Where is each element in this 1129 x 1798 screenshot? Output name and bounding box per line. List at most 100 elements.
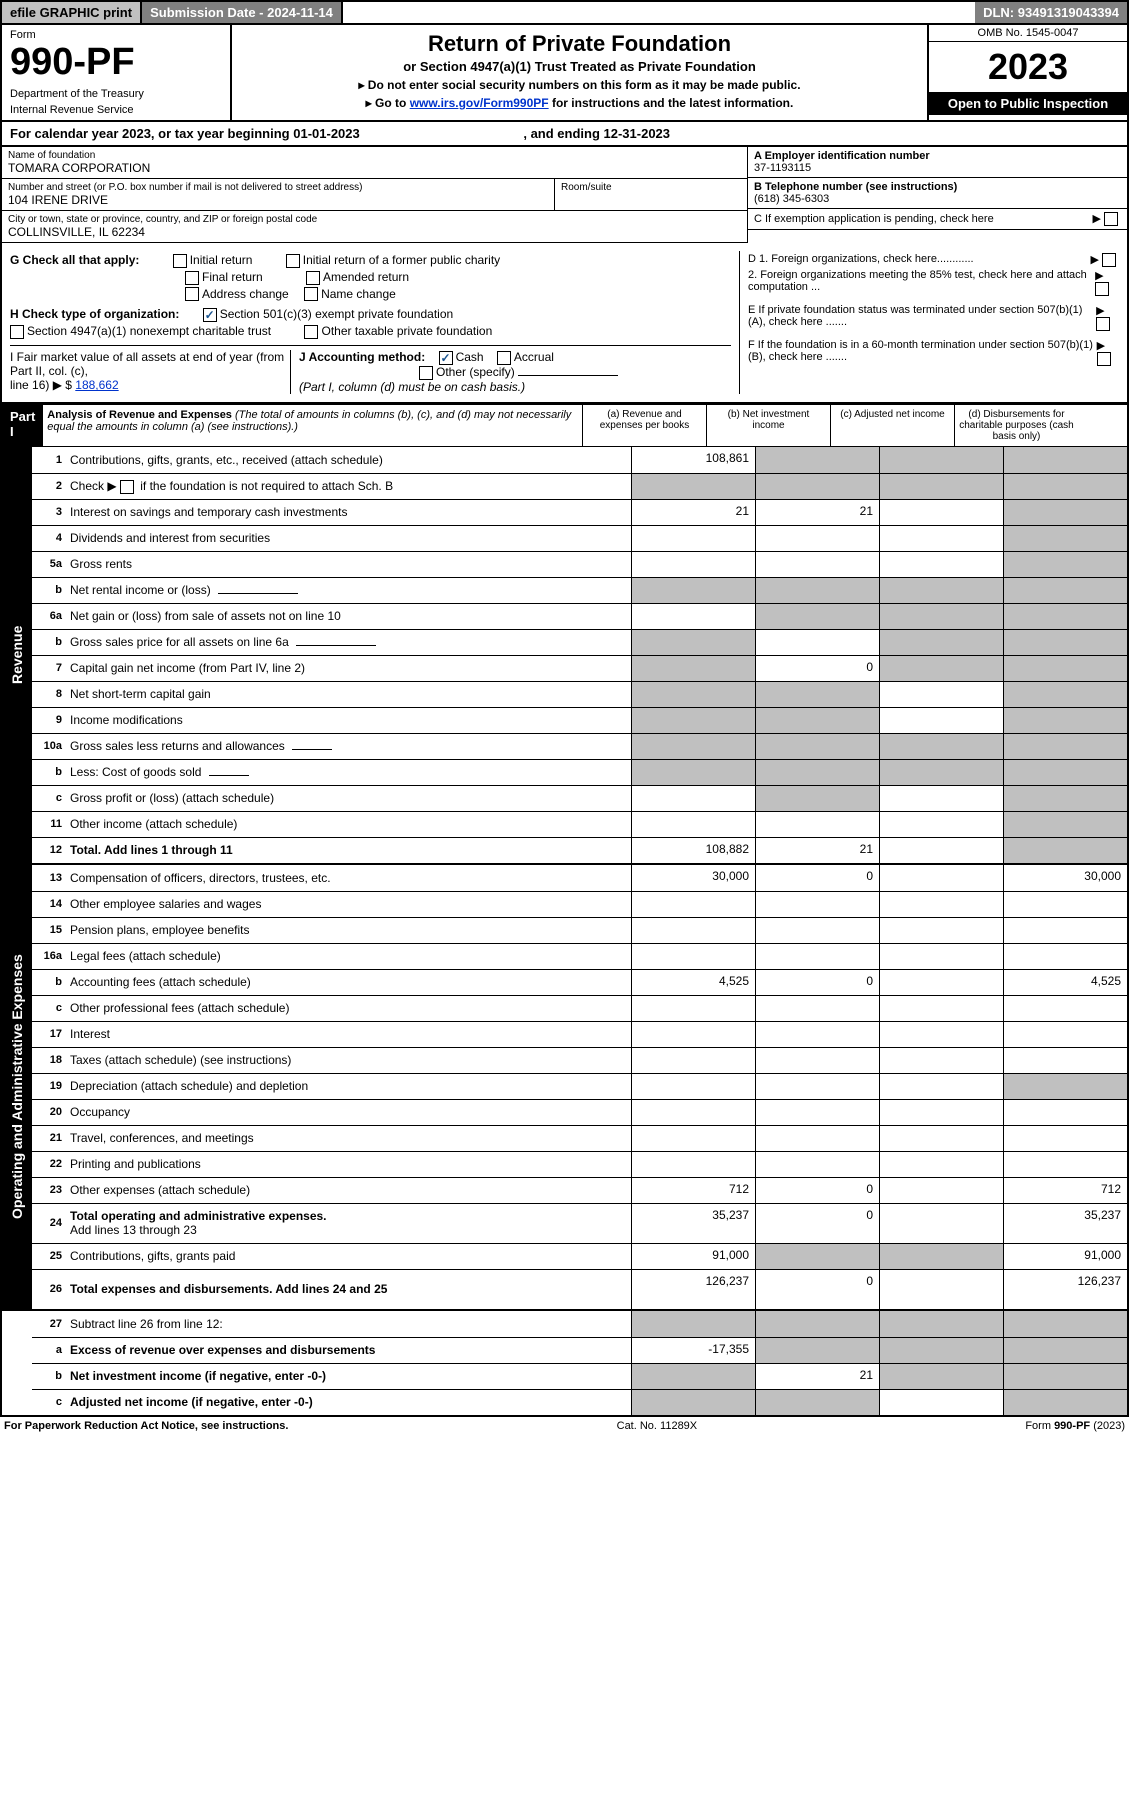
row-23: Other expenses (attach schedule)	[68, 1181, 631, 1199]
row-25: Contributions, gifts, grants paid	[68, 1247, 631, 1265]
e-terminated: E If private foundation status was termi…	[748, 304, 1096, 331]
row-27a: Excess of revenue over expenses and disb…	[68, 1341, 631, 1359]
efile-button[interactable]: efile GRAPHIC print	[2, 2, 142, 23]
row-9: Income modifications	[68, 711, 631, 729]
r23-b: 0	[755, 1178, 879, 1203]
d2-foreign85: 2. Foreign organizations meeting the 85%…	[748, 269, 1095, 296]
addr-label: Number and street (or P.O. box number if…	[8, 182, 548, 193]
note-link: ▸ Go to www.irs.gov/Form990PF for instru…	[238, 96, 921, 110]
dept-irs: Internal Revenue Service	[10, 104, 222, 116]
i-fmv-label: I Fair market value of all assets at end…	[10, 350, 284, 378]
i-fmv-value[interactable]: 188,662	[75, 378, 118, 392]
r23-a: 712	[631, 1178, 755, 1203]
e-checkbox[interactable]	[1096, 317, 1110, 331]
top-bar: efile GRAPHIC print Submission Date - 20…	[0, 0, 1129, 25]
row-13: Compensation of officers, directors, tru…	[68, 869, 631, 887]
d1-checkbox[interactable]	[1102, 253, 1116, 267]
r12-a: 108,882	[631, 838, 755, 863]
row-22: Printing and publications	[68, 1155, 631, 1173]
row-6a: Net gain or (loss) from sale of assets n…	[68, 607, 631, 625]
j-note: (Part I, column (d) must be on cash basi…	[299, 380, 525, 394]
note-ssn: ▸ Do not enter social security numbers o…	[238, 78, 921, 92]
form-label: Form	[10, 29, 222, 41]
footer: For Paperwork Reduction Act Notice, see …	[0, 1417, 1129, 1435]
header-right: OMB No. 1545-0047 2023 Open to Public In…	[927, 25, 1127, 120]
r16b-b: 0	[755, 970, 879, 995]
revenue-side-label: Revenue	[2, 447, 32, 863]
f-checkbox[interactable]	[1097, 352, 1111, 366]
city: COLLINSVILLE, IL 62234	[8, 225, 741, 239]
g-name-checkbox[interactable]	[304, 287, 318, 301]
telephone: (618) 345-6303	[754, 193, 1121, 205]
row-1: Contributions, gifts, grants, etc., rece…	[68, 451, 631, 469]
g-amended-checkbox[interactable]	[306, 271, 320, 285]
footer-right: Form 990-PF (2023)	[1025, 1420, 1125, 1432]
col-c-header: (c) Adjusted net income	[830, 405, 954, 446]
r2-checkbox[interactable]	[120, 480, 134, 494]
omb-number: OMB No. 1545-0047	[929, 25, 1127, 42]
r3-a: 21	[631, 500, 755, 525]
identity-grid: Name of foundation TOMARA CORPORATION Nu…	[0, 147, 1129, 243]
row-18: Taxes (attach schedule) (see instruction…	[68, 1051, 631, 1069]
r16b-d: 4,525	[1003, 970, 1127, 995]
j-other-checkbox[interactable]	[419, 366, 433, 380]
c-checkbox[interactable]	[1104, 212, 1118, 226]
c-exemption: C If exemption application is pending, c…	[754, 213, 994, 225]
part1-label: Part I	[2, 405, 43, 446]
h-4947-checkbox[interactable]	[10, 325, 24, 339]
part1-header: Part I Analysis of Revenue and Expenses …	[0, 403, 1129, 447]
r13-d: 30,000	[1003, 865, 1127, 891]
header-left: Form 990-PF Department of the Treasury I…	[2, 25, 232, 120]
j-cash-checkbox[interactable]	[439, 351, 453, 365]
r24-a: 35,237	[631, 1204, 755, 1243]
r25-d: 91,000	[1003, 1244, 1127, 1269]
g-address-checkbox[interactable]	[185, 287, 199, 301]
row-16c: Other professional fees (attach schedule…	[68, 999, 631, 1017]
form-subtitle: or Section 4947(a)(1) Trust Treated as P…	[238, 59, 921, 74]
r13-a: 30,000	[631, 865, 755, 891]
f-60month: F If the foundation is in a 60-month ter…	[748, 339, 1097, 366]
row-27c: Adjusted net income (if negative, enter …	[68, 1393, 631, 1411]
room-label: Room/suite	[561, 182, 741, 193]
r26-b: 0	[755, 1270, 879, 1309]
row-27: Subtract line 26 from line 12:	[68, 1315, 631, 1333]
r1-a: 108,861	[631, 447, 755, 473]
row-2: Check ▶ if the foundation is not require…	[68, 477, 631, 496]
row-19: Depreciation (attach schedule) and deple…	[68, 1077, 631, 1095]
footer-left: For Paperwork Reduction Act Notice, see …	[4, 1420, 288, 1432]
city-label: City or town, state or province, country…	[8, 214, 741, 225]
r26-a: 126,237	[631, 1270, 755, 1309]
g-initial-checkbox[interactable]	[173, 254, 187, 268]
calendar-year: For calendar year 2023, or tax year begi…	[0, 122, 1129, 147]
row-11: Other income (attach schedule)	[68, 815, 631, 833]
d1-foreign: D 1. Foreign organizations, check here..…	[748, 253, 974, 267]
r27a-a: -17,355	[631, 1338, 755, 1363]
d2-checkbox[interactable]	[1095, 282, 1109, 296]
part1-title: Analysis of Revenue and Expenses	[47, 409, 232, 421]
g-final-checkbox[interactable]	[185, 271, 199, 285]
row-16b: Accounting fees (attach schedule)	[68, 973, 631, 991]
tax-year: 2023	[929, 42, 1127, 92]
footer-mid: Cat. No. 11289X	[617, 1420, 698, 1432]
irs-link[interactable]: www.irs.gov/Form990PF	[410, 96, 549, 110]
net-table: 27Subtract line 26 from line 12: aExcess…	[0, 1311, 1129, 1417]
h-other-checkbox[interactable]	[304, 325, 318, 339]
form-number: 990-PF	[10, 41, 222, 84]
row-15: Pension plans, employee benefits	[68, 921, 631, 939]
dln: DLN: 93491319043394	[975, 2, 1127, 23]
row-10c: Gross profit or (loss) (attach schedule)	[68, 789, 631, 807]
row-10b: Less: Cost of goods sold	[68, 763, 631, 781]
col-b-header: (b) Net investment income	[706, 405, 830, 446]
h-501c3-checkbox[interactable]	[203, 308, 217, 322]
r16b-a: 4,525	[631, 970, 755, 995]
row-20: Occupancy	[68, 1103, 631, 1121]
form-title: Return of Private Foundation	[238, 31, 921, 57]
col-d-header: (d) Disbursements for charitable purpose…	[954, 405, 1078, 446]
address: 104 IRENE DRIVE	[8, 193, 548, 207]
row-7: Capital gain net income (from Part IV, l…	[68, 659, 631, 677]
h-label: H Check type of organization:	[10, 307, 179, 321]
r24-b: 0	[755, 1204, 879, 1243]
row-6b: Gross sales price for all assets on line…	[68, 633, 631, 651]
j-accrual-checkbox[interactable]	[497, 351, 511, 365]
g-initial-former-checkbox[interactable]	[286, 254, 300, 268]
